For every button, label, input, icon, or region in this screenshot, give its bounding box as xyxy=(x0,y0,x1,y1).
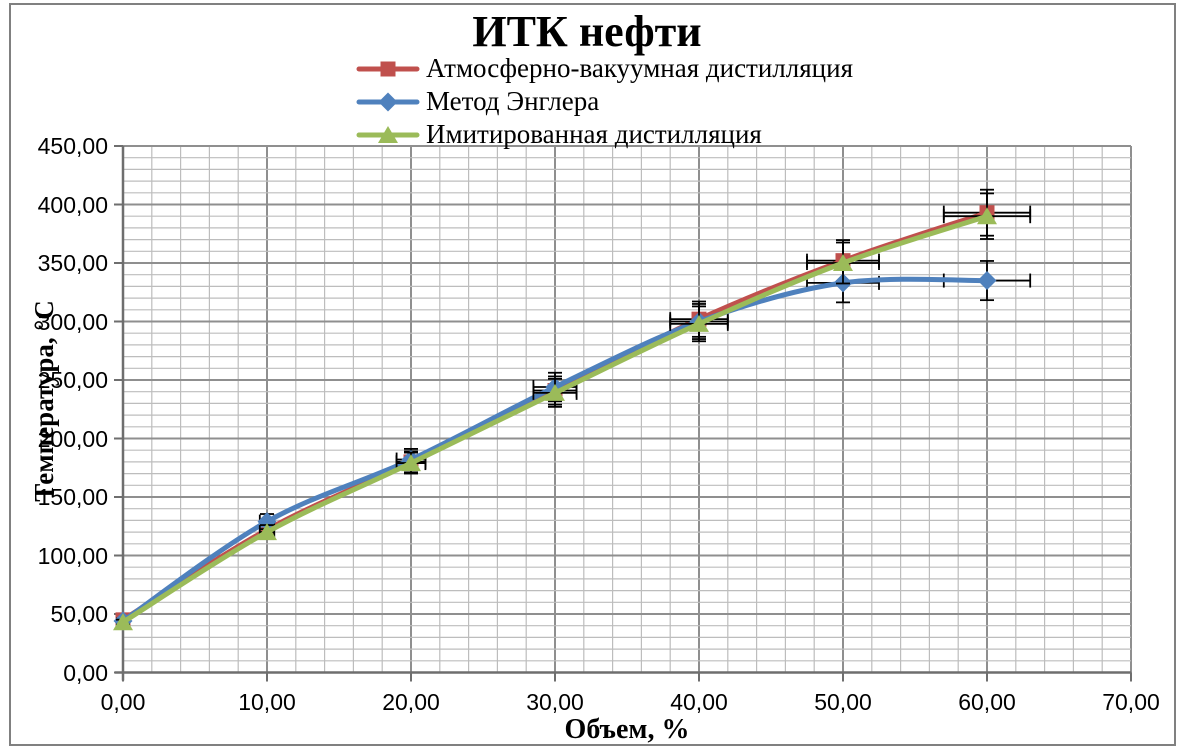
legend-key-graphic xyxy=(356,61,420,76)
x-tick-label: 70,00 xyxy=(1102,689,1160,715)
axes-layer xyxy=(114,145,1132,682)
y-tick-label: 100,00 xyxy=(37,542,108,569)
marker-triangle xyxy=(833,254,853,271)
marker-diamond xyxy=(977,271,997,291)
marker-triangle xyxy=(257,523,277,541)
x-tick-label: 20,00 xyxy=(382,689,440,715)
marker-triangle xyxy=(977,207,997,225)
legend-item: Атмосферно-вакуумная дистилляция xyxy=(356,52,853,85)
y-tick-label: 0,00 xyxy=(63,659,108,686)
marker-diamond xyxy=(378,92,398,111)
chart-title: ИТК нефти xyxy=(472,7,702,56)
series-2 xyxy=(113,192,1032,631)
legend-label: Имитированная дистилляция xyxy=(426,119,762,149)
legend-key-graphic xyxy=(356,125,420,143)
marker-triangle xyxy=(378,125,398,143)
marker-triangle xyxy=(401,454,421,472)
y-tick-label: 400,00 xyxy=(37,191,108,218)
series-0 xyxy=(115,188,1032,628)
marker-diamond xyxy=(257,512,277,532)
legend-marker-square-icon xyxy=(356,61,420,76)
y-tick-label: 50,00 xyxy=(50,601,108,627)
y-axis-title: Температура, °C xyxy=(29,300,59,502)
x-tick-label: 10,00 xyxy=(238,689,296,715)
legend-item: Метод Энглера xyxy=(356,85,853,118)
x-axis-title: Объем, % xyxy=(564,714,690,745)
y-tick-label: 350,00 xyxy=(37,250,108,276)
y-tick-label: 450,00 xyxy=(37,133,108,159)
y-tick-label: 150,00 xyxy=(37,484,108,510)
marker-triangle xyxy=(545,383,565,401)
legend-key-graphic xyxy=(356,92,420,111)
marker-triangle xyxy=(689,314,709,332)
grid-layer xyxy=(122,145,1132,674)
x-tick-label: 60,00 xyxy=(958,689,1016,715)
legend-label: Атмосферно-вакуумная дистилляция xyxy=(426,53,853,83)
legend-item: Имитированная дистилляция xyxy=(356,118,853,151)
series-layer xyxy=(113,188,1032,631)
legend-marker-diamond-icon xyxy=(356,92,420,111)
series-1 xyxy=(113,260,1032,631)
marker-triangle xyxy=(113,613,133,631)
y-tick-label: 300,00 xyxy=(37,308,108,335)
x-tick-label: 0,00 xyxy=(100,689,146,715)
chart-legend: Атмосферно-вакуумная дистилляция Метод Э… xyxy=(356,52,853,151)
legend-label: Метод Энглера xyxy=(426,86,600,116)
x-tick-label: 40,00 xyxy=(670,689,728,715)
y-tick-label: 200,00 xyxy=(37,425,108,452)
x-tick-label: 30,00 xyxy=(526,689,584,715)
y-tick-label: 250,00 xyxy=(37,367,108,393)
legend-marker-triangle-icon xyxy=(356,125,420,143)
x-tick-label: 50,00 xyxy=(814,689,872,715)
marker-square xyxy=(380,61,396,76)
